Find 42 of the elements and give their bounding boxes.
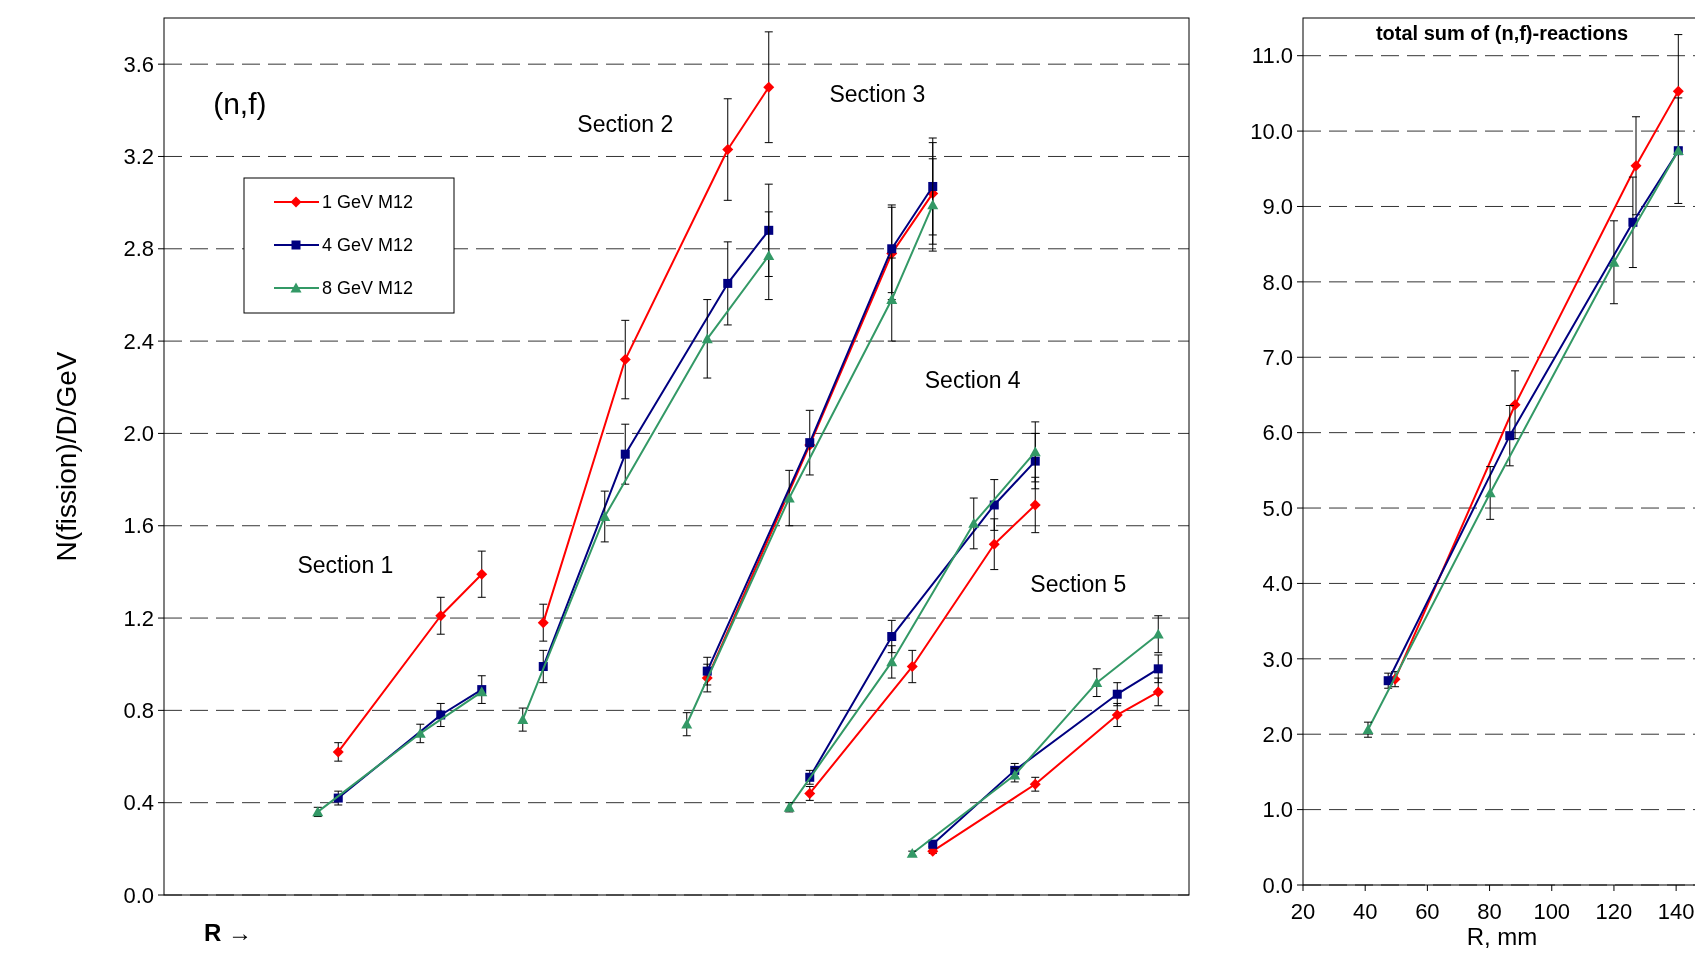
y-tick-label: 9.0 (1262, 194, 1293, 220)
annotation: (n,f) (213, 86, 267, 120)
y-axis-title: N(fission)/D/GeV (51, 351, 82, 562)
y-tick-label: 10.0 (1250, 118, 1293, 144)
x-tick-label: 100 (1533, 899, 1571, 924)
x-tick-label: 140 (1657, 899, 1695, 924)
x-axis-title: R, mm (1466, 923, 1538, 950)
y-tick-label: 11.0 (1251, 43, 1293, 69)
chart-title: total sum of (n,f)-reactions (1375, 22, 1629, 44)
y-tick-label: 2.4 (123, 328, 154, 354)
y-tick-label: 0.4 (123, 790, 154, 816)
y-tick-label: 8.0 (1262, 269, 1293, 295)
y-tick-label: 2.0 (1262, 721, 1293, 747)
x-axis-title: R → (204, 919, 252, 946)
y-tick-label: 2.8 (123, 236, 154, 262)
y-tick-label: 1.0 (1262, 797, 1293, 823)
y-tick-label: 0.0 (123, 882, 154, 908)
y-tick-label: 0.0 (1262, 872, 1293, 898)
y-tick-label: 2.0 (123, 421, 154, 447)
x-tick-label: 80 (1477, 899, 1502, 924)
annotation: Section 5 (1030, 570, 1127, 597)
legend-label: 1 GeV M12 (322, 192, 414, 213)
annotation: Section 1 (297, 552, 394, 579)
annotation: Section 4 (924, 367, 1021, 394)
legend-label: 4 GeV M12 (322, 235, 414, 256)
x-tick-label: 60 (1415, 899, 1440, 924)
x-tick-label: 120 (1595, 899, 1633, 924)
y-tick-label: 1.6 (123, 513, 154, 539)
y-tick-label: 4.0 (1262, 571, 1293, 597)
legend-label: 8 GeV M12 (322, 278, 414, 299)
annotation: Section 2 (577, 111, 674, 138)
y-tick-label: 0.8 (123, 698, 154, 724)
y-tick-label: 3.6 (123, 51, 154, 77)
y-tick-label: 3.2 (123, 144, 154, 170)
y-tick-label: 3.0 (1262, 646, 1293, 672)
y-tick-label: 1.2 (123, 605, 154, 631)
y-tick-label: 6.0 (1262, 420, 1293, 446)
annotation: Section 3 (829, 81, 926, 108)
y-tick-label: 7.0 (1262, 344, 1293, 370)
x-tick-label: 20 (1290, 899, 1316, 924)
x-tick-label: 40 (1352, 899, 1378, 924)
y-tick-label: 5.0 (1262, 495, 1293, 521)
